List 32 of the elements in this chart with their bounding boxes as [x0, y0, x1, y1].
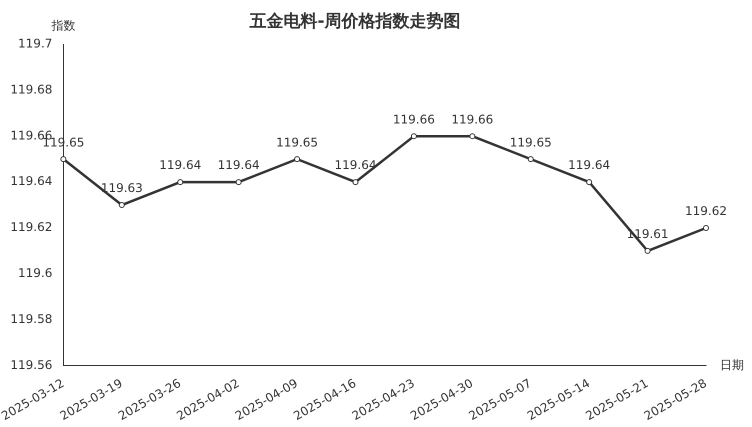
point	[118, 202, 125, 208]
point	[644, 248, 651, 254]
point	[352, 179, 358, 186]
point	[469, 133, 476, 140]
data-label: 119.64	[334, 158, 376, 172]
x-axis-title: 日期	[720, 358, 744, 372]
point	[703, 224, 709, 231]
point	[528, 156, 534, 162]
y-tick-label: 119.64	[10, 174, 52, 188]
point	[177, 179, 184, 186]
data-label: 119.64	[218, 158, 260, 172]
point	[586, 179, 592, 186]
data-label: 119.66	[451, 112, 494, 126]
y-tick-label: 119.58	[10, 312, 52, 326]
point	[410, 133, 417, 140]
data-label: 119.64	[159, 158, 202, 172]
point	[236, 179, 242, 186]
point	[60, 156, 66, 162]
y-tick-label: 119.68	[10, 82, 52, 96]
data-label: 119.65	[510, 135, 552, 150]
point	[294, 156, 300, 162]
data-label: 119.65	[276, 135, 318, 150]
data-label: 119.62	[685, 204, 727, 218]
y-axis-title: 指数	[50, 18, 76, 33]
data-label: 119.64	[568, 158, 610, 172]
y-tick-label: 119.7	[18, 36, 52, 51]
data-label: 119.66	[392, 112, 435, 126]
chart-title: 五金电料-周价格指数走势图	[248, 12, 461, 32]
y-tick-label: 119.56	[10, 358, 52, 372]
y-tick-label: 119.6	[18, 266, 52, 280]
y-tick-label: 119.62	[10, 220, 52, 234]
data-label: 119.63	[100, 181, 143, 196]
